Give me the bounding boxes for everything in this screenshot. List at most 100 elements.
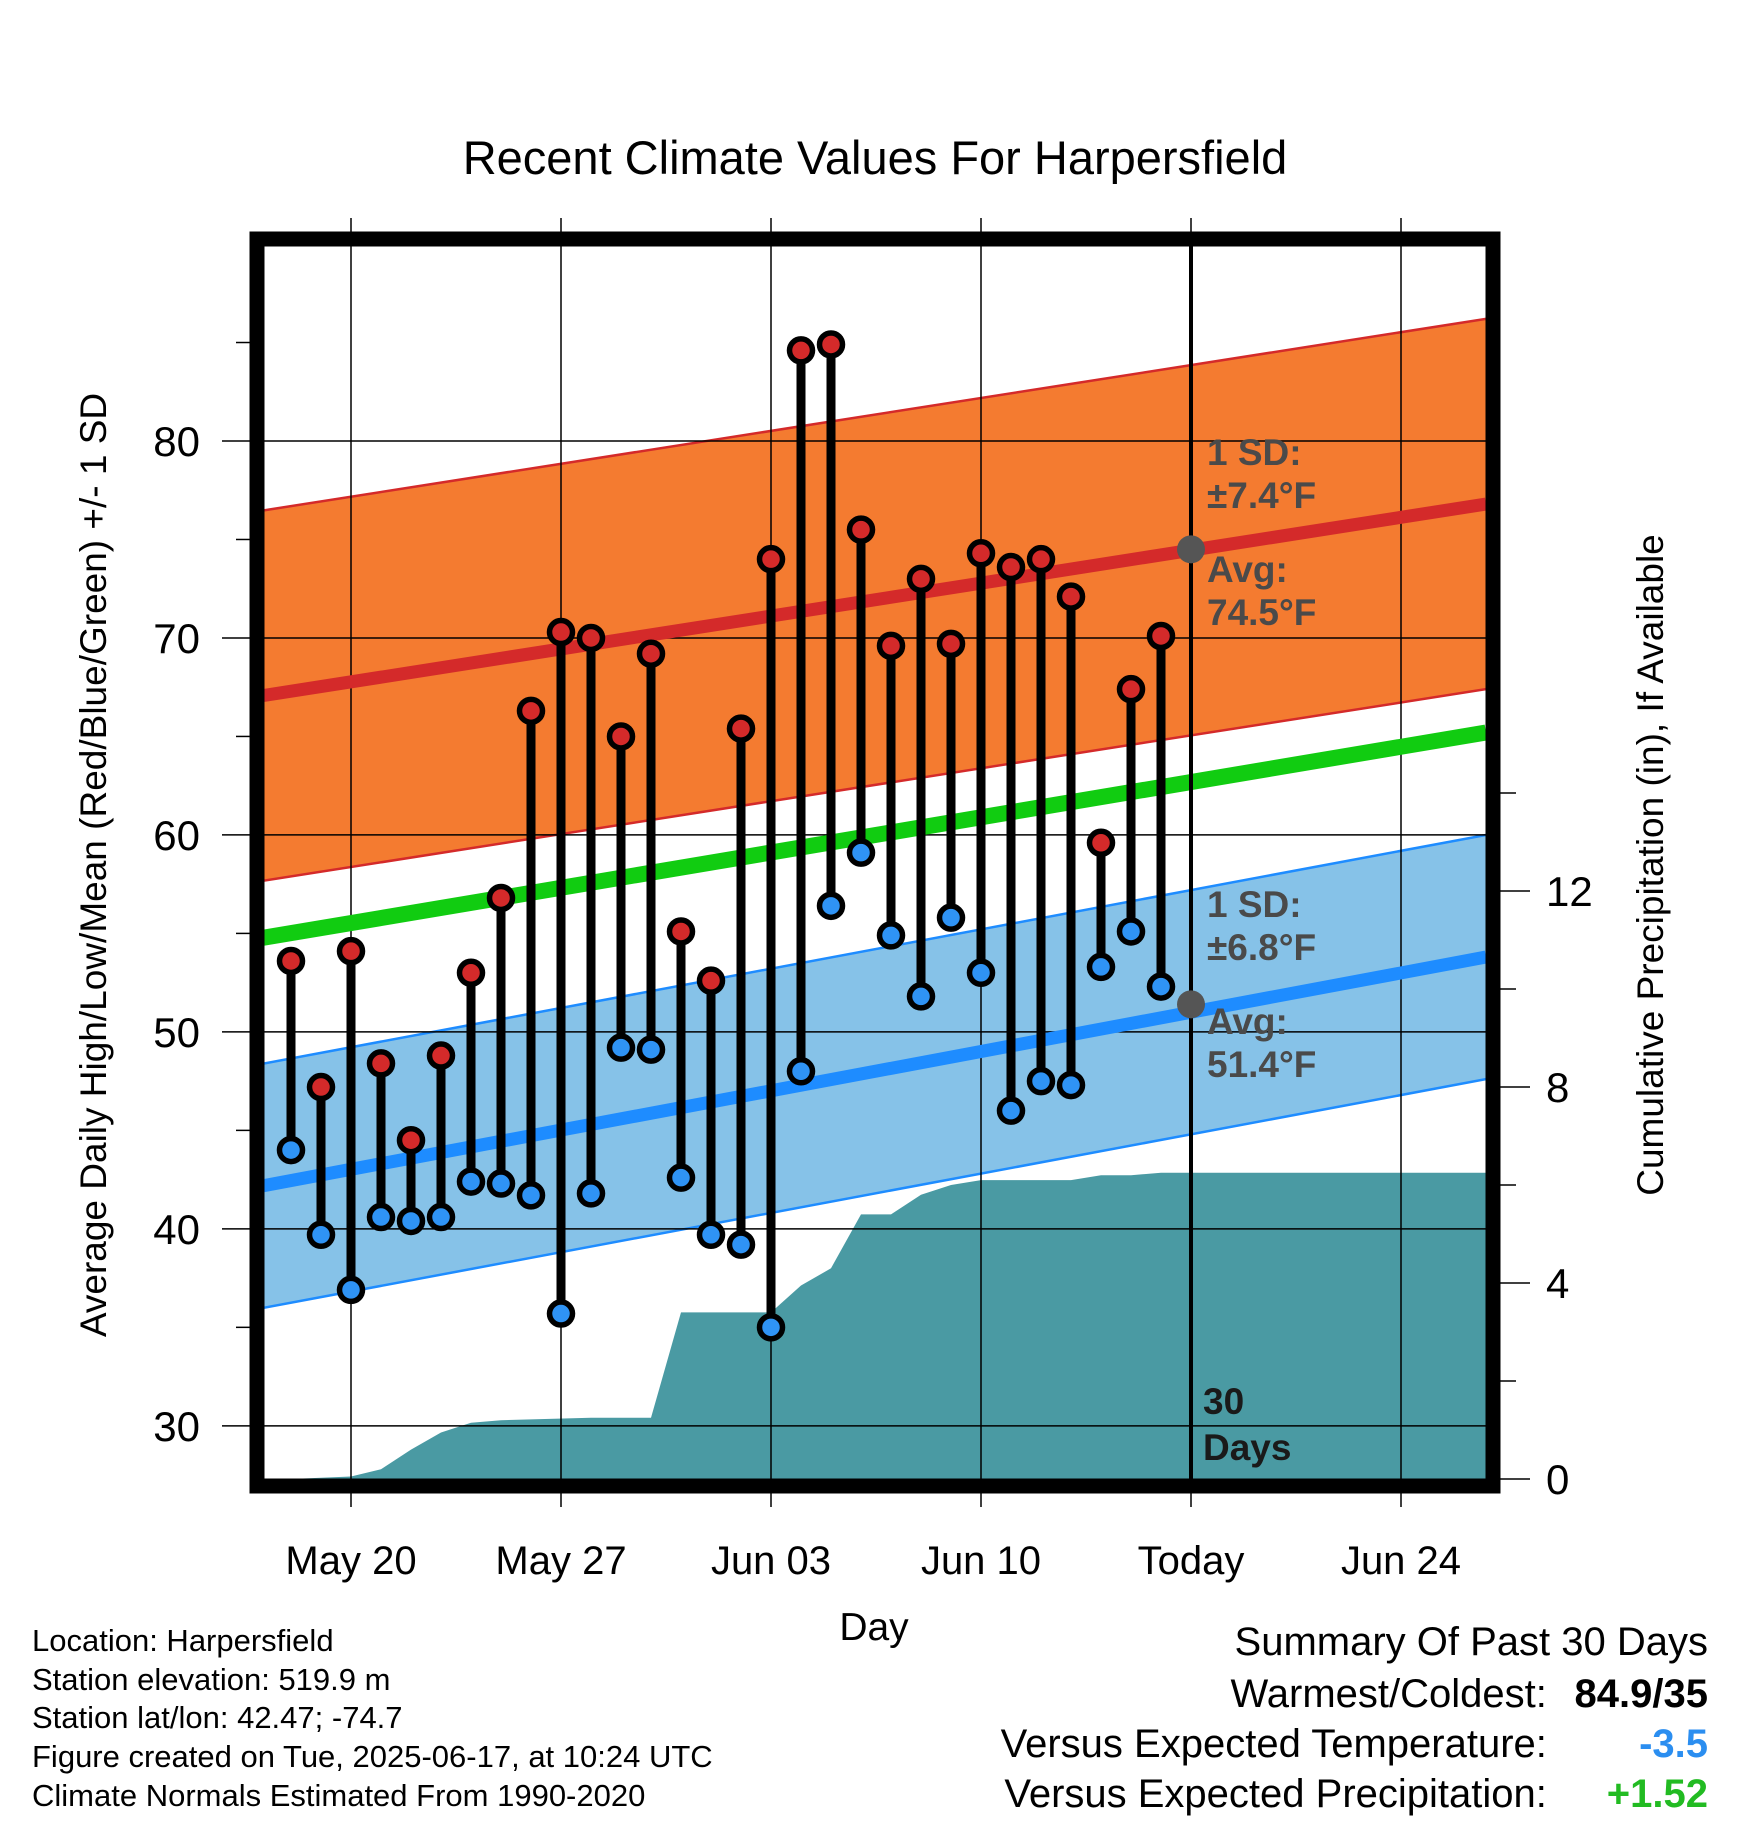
low-avg-value: 51.4°F bbox=[1207, 1044, 1316, 1085]
today-low-avg-marker bbox=[1177, 990, 1205, 1019]
daily-high-point bbox=[936, 629, 966, 659]
daily-high-point bbox=[606, 722, 636, 751]
summary-precip-row: Versus Expected Precipitation: +1.52 bbox=[1004, 1772, 1708, 1817]
daily-high-point bbox=[1146, 621, 1176, 651]
chart-title: Recent Climate Values For Harpersfield bbox=[463, 131, 1288, 184]
daily-high-point bbox=[1116, 674, 1146, 704]
daily-high-point bbox=[846, 515, 876, 544]
window-count-label: 30 bbox=[1203, 1381, 1244, 1422]
daily-low-point bbox=[306, 1220, 336, 1250]
y-axis-label: Average Daily High/Low/Mean (Red/Blue/Gr… bbox=[73, 393, 114, 1337]
summary-temp-row: Versus Expected Temperature: -3.5 bbox=[1001, 1722, 1708, 1767]
plot-area bbox=[264, 246, 1486, 1479]
summary-temp-label: Versus Expected Temperature: bbox=[1000, 1722, 1547, 1766]
x-tick-label: Jun 10 bbox=[921, 1539, 1041, 1583]
high-sd-band-lower-edge bbox=[264, 687, 1486, 882]
x-tick-label: Today bbox=[1138, 1539, 1245, 1583]
daily-high-point bbox=[396, 1125, 426, 1155]
daily-high-point bbox=[516, 696, 546, 726]
y-tick-label: 30 bbox=[153, 1403, 200, 1450]
daily-high-point bbox=[456, 958, 486, 988]
x-tick-label: Jun 24 bbox=[1341, 1539, 1461, 1583]
daily-high-point bbox=[1086, 828, 1116, 858]
info-elevation: Station elevation: 519.9 m bbox=[32, 1662, 391, 1697]
high-sd-value: ±7.4°F bbox=[1207, 475, 1316, 516]
daily-low-point bbox=[786, 1057, 816, 1086]
daily-low-point bbox=[396, 1206, 426, 1236]
daily-high-point bbox=[1026, 544, 1056, 574]
today-high-avg-marker bbox=[1177, 535, 1205, 564]
daily-low-point bbox=[846, 838, 876, 867]
precipitation-area bbox=[264, 1172, 1486, 1479]
daily-low-point bbox=[426, 1202, 456, 1232]
daily-high-point bbox=[276, 946, 306, 976]
daily-low-point bbox=[756, 1313, 786, 1342]
x-tick-label: May 20 bbox=[285, 1539, 416, 1583]
daily-high-point bbox=[306, 1072, 336, 1102]
summary-precip-value: +1.52 bbox=[1606, 1772, 1708, 1816]
y-tick-label: 50 bbox=[153, 1009, 200, 1056]
low-sd-band-lower-edge bbox=[264, 1077, 1486, 1310]
daily-low-point bbox=[906, 982, 936, 1011]
x-tick-label: May 27 bbox=[495, 1539, 626, 1583]
y-tick-label: 40 bbox=[153, 1206, 200, 1253]
daily-high-point bbox=[996, 552, 1026, 582]
daily-low-point bbox=[456, 1167, 486, 1196]
daily-low-point bbox=[546, 1299, 576, 1328]
daily-low-point bbox=[1116, 917, 1146, 946]
daily-low-point bbox=[726, 1230, 756, 1259]
daily-low-point bbox=[1146, 972, 1176, 1001]
low-sd-value: ±6.8°F bbox=[1207, 927, 1316, 968]
y2-tick-label: 8 bbox=[1546, 1064, 1569, 1111]
normal-low-line bbox=[264, 950, 1486, 1193]
info-location: Location: Harpersfield bbox=[32, 1623, 334, 1658]
normal-mean-line bbox=[264, 724, 1486, 946]
daily-high-point bbox=[366, 1049, 396, 1078]
daily-low-point bbox=[1086, 952, 1116, 982]
daily-low-point bbox=[486, 1169, 516, 1198]
y2-axis-label: Cumulative Precipitation (in), If Availa… bbox=[1630, 534, 1671, 1196]
daily-high-point bbox=[906, 564, 936, 594]
daily-high-point bbox=[696, 966, 726, 995]
daily-high-point bbox=[486, 883, 516, 913]
summary-temp-value: -3.5 bbox=[1639, 1722, 1708, 1766]
daily-low-point bbox=[1056, 1070, 1086, 1100]
summary-heading: Summary Of Past 30 Days bbox=[1234, 1620, 1708, 1664]
daily-low-point bbox=[606, 1033, 636, 1062]
daily-high-point bbox=[876, 631, 906, 661]
info-created: Figure created on Tue, 2025-06-17, at 10… bbox=[32, 1739, 713, 1774]
y-tick-label: 60 bbox=[153, 812, 200, 859]
daily-high-point bbox=[666, 917, 696, 946]
x-tick-label: Jun 03 bbox=[711, 1539, 831, 1583]
daily-high-point bbox=[426, 1041, 456, 1070]
daily-low-point bbox=[516, 1181, 546, 1210]
high-avg-value: 74.5°F bbox=[1207, 592, 1316, 633]
high-sd-label: 1 SD: bbox=[1207, 432, 1302, 473]
daily-high-point bbox=[786, 336, 816, 365]
daily-high-point bbox=[816, 330, 846, 359]
daily-low-point bbox=[576, 1179, 606, 1208]
daily-low-point bbox=[636, 1035, 666, 1064]
daily-high-point bbox=[726, 714, 756, 743]
normal-high-line bbox=[264, 497, 1486, 703]
window-unit-label: Days bbox=[1203, 1427, 1291, 1468]
info-normals: Climate Normals Estimated From 1990-2020 bbox=[32, 1778, 646, 1813]
x-axis-label: Day bbox=[839, 1606, 909, 1649]
daily-low-point bbox=[336, 1275, 366, 1305]
y2-tick-label: 0 bbox=[1546, 1456, 1569, 1503]
high-avg-label: Avg: bbox=[1207, 549, 1288, 590]
daily-high-point bbox=[576, 623, 606, 653]
low-avg-label: Avg: bbox=[1207, 1001, 1288, 1042]
daily-high-point bbox=[546, 617, 576, 647]
low-sd-label: 1 SD: bbox=[1207, 884, 1302, 925]
summary-warmest-label: Warmest/Coldest: bbox=[1230, 1672, 1547, 1716]
daily-high-point bbox=[336, 936, 366, 966]
daily-high-point bbox=[1056, 582, 1086, 611]
daily-high-point bbox=[966, 539, 996, 568]
daily-low-point bbox=[276, 1135, 306, 1165]
daily-high-point bbox=[636, 639, 666, 668]
low-sd-band-upper-edge bbox=[264, 833, 1486, 1065]
high-sd-band-upper-edge bbox=[264, 317, 1486, 512]
daily-low-point bbox=[936, 903, 966, 932]
